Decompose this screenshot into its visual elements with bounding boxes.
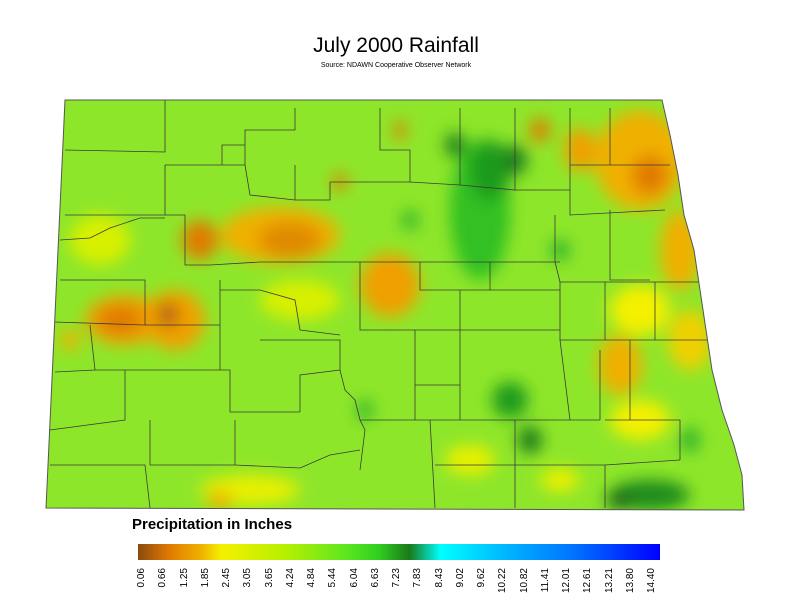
legend-tick-label: 13.80 (624, 568, 636, 594)
legend-tick-label: 5.44 (327, 568, 339, 588)
legend-tick-label: 3.05 (242, 568, 254, 588)
legend-tick-label: 14.40 (646, 568, 657, 594)
map-title: July 2000 Rainfall (313, 34, 479, 57)
legend-tick-label: 0.06 (136, 568, 147, 588)
legend-tick-label: 6.04 (348, 568, 360, 588)
legend-tick-label: 8.43 (433, 568, 445, 588)
legend-tick-label: 9.02 (454, 568, 466, 588)
legend-tick-label: 9.62 (476, 568, 487, 588)
legend-tick-label: 10.22 (497, 568, 509, 594)
state-outline (45, 99, 745, 511)
legend-tick-label: 6.63 (369, 568, 381, 588)
rainfall-surface (46, 100, 744, 510)
legend-tick-label: 4.84 (306, 568, 317, 588)
legend-tick-label: 7.83 (412, 568, 424, 588)
legend-tick-label: 4.24 (284, 568, 296, 588)
map-subtitle: Source: NDAWN Cooperative Observer Netwo… (320, 62, 472, 69)
legend-tick-label: 12.61 (582, 568, 594, 594)
legend-tick-label: 2.45 (221, 568, 232, 588)
legend-tick-label: 12.01 (561, 568, 572, 594)
legend-tick-label: 10.82 (518, 568, 530, 594)
legend-tick-label: 1.25 (178, 568, 190, 588)
county-boundaries (49, 100, 710, 509)
legend-tick-label: 11.41 (539, 568, 551, 593)
legend-tick-label: 1.85 (199, 568, 211, 588)
legend-color-bar (138, 544, 660, 560)
legend-tick-label: 13.21 (603, 568, 615, 594)
legend-tick-label: 7.23 (391, 568, 402, 588)
legend-title: Precipitation in Inches (132, 516, 293, 533)
legend-tick-label: 0.66 (157, 568, 169, 588)
legend-tick-label: 3.65 (263, 568, 275, 588)
